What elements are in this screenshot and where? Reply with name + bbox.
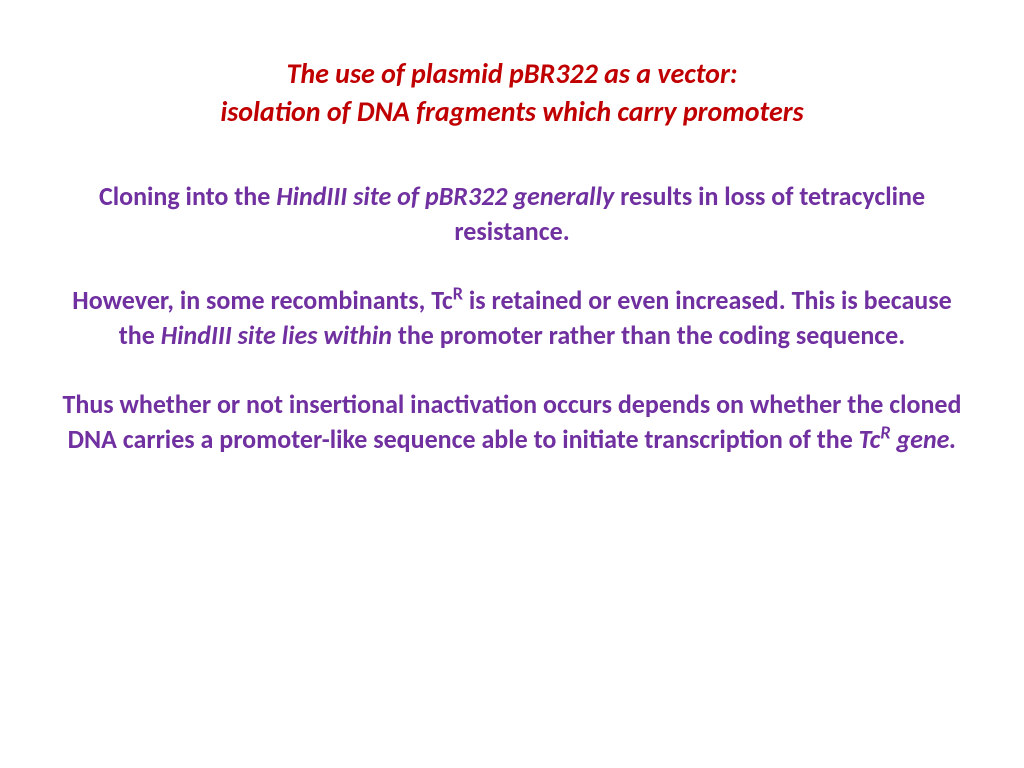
title-line-2: isolation of DNA fragments which carry p… bbox=[60, 93, 964, 131]
p2-sup1: R bbox=[453, 282, 463, 304]
p3-seg1: Thus whether or not insertional inactiva… bbox=[63, 388, 962, 455]
paragraph-3: Thus whether or not insertional inactiva… bbox=[60, 387, 964, 457]
paragraph-2: However, in some recombinants, TcR is re… bbox=[60, 283, 964, 353]
p3-sup2: R bbox=[880, 421, 890, 443]
p3-seg2-italic: TcR gene. bbox=[859, 423, 957, 455]
title-block: The use of plasmid pBR322 as a vector: i… bbox=[60, 55, 964, 131]
slide: The use of plasmid pBR322 as a vector: i… bbox=[0, 0, 1024, 768]
p1-seg2-italic: HindIII site of pBR322 generally bbox=[276, 180, 620, 212]
p3-ital-pre: Tc bbox=[859, 423, 881, 455]
title-line-1: The use of plasmid pBR322 as a vector: bbox=[60, 55, 964, 93]
p1-seg1: Cloning into the bbox=[99, 180, 276, 212]
p3-ital-post: gene. bbox=[891, 423, 957, 455]
p2-seg1: However, in some recombinants, Tc bbox=[72, 284, 452, 316]
p2-seg4: the promoter rather than the coding sequ… bbox=[392, 319, 905, 351]
paragraph-1: Cloning into the HindIII site of pBR322 … bbox=[60, 179, 964, 249]
p2-seg3-italic: HindIII site lies within bbox=[161, 319, 392, 351]
